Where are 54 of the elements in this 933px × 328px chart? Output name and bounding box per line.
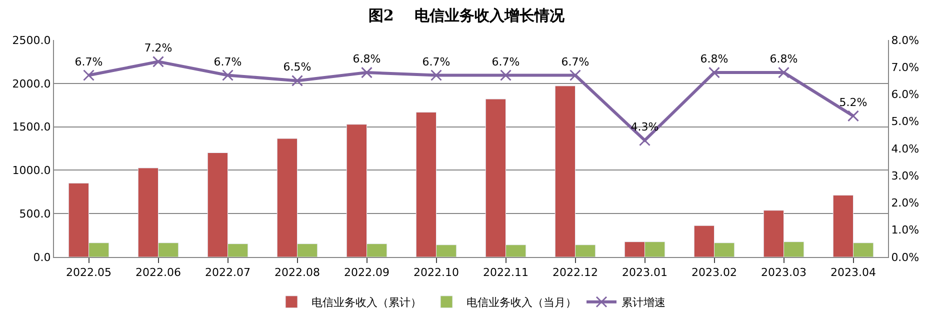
- x-tick-label: 2022.11: [483, 266, 528, 280]
- x-tick-label: 2023.03: [761, 266, 806, 280]
- point: [83, 70, 94, 82]
- y2-tick-label: 0.0%: [891, 250, 920, 264]
- y2-tick-label: 8.0%: [891, 34, 920, 47]
- x-tick-label: 2022.06: [136, 266, 181, 280]
- x-tick-label: 2022.09: [344, 266, 390, 280]
- data-label: 7.2%: [144, 42, 172, 55]
- x-tick-label: 2023.02: [692, 266, 737, 280]
- y-tick-label: 0.0: [33, 250, 51, 264]
- point: [778, 66, 790, 78]
- y2-tick-label: 3.0%: [891, 169, 920, 182]
- y-tick-label: 1000.0: [12, 164, 51, 178]
- y2-tick-label: 4.0%: [891, 142, 920, 156]
- y2-tick-label: 6.0%: [891, 88, 920, 102]
- x-tick-label: 2022.10: [414, 266, 459, 280]
- x-tick-label: 2022.05: [66, 266, 112, 280]
- x-tick-label: 2022.08: [274, 266, 320, 280]
- y2-tick-label: 2.0%: [891, 196, 920, 210]
- chart-title: 图2 电信业务收入增长情况: [368, 6, 566, 24]
- x-tick-label: 2022.07: [205, 266, 250, 280]
- point: [570, 70, 581, 82]
- point: [500, 70, 512, 82]
- point: [430, 70, 442, 82]
- x-tick-label: 2023.04: [830, 266, 876, 280]
- data-label: 6.8%: [700, 52, 728, 66]
- point: [848, 110, 859, 122]
- data-label: 4.3%: [630, 120, 659, 134]
- data-label: 6.8%: [352, 52, 381, 66]
- y2-tick-label: 7.0%: [891, 60, 920, 74]
- legend-label: 电信业务收入（当月）: [466, 296, 576, 310]
- data-label: 6.7%: [214, 55, 242, 68]
- x-tick-label: 2022.12: [552, 266, 598, 280]
- data-label: 6.7%: [561, 55, 590, 68]
- legend-label: 累计增速: [622, 296, 666, 310]
- data-label: 6.8%: [770, 52, 798, 66]
- y-tick-label: 500.0: [19, 207, 51, 220]
- data-label: 6.5%: [283, 60, 312, 74]
- data-label: 6.7%: [74, 55, 103, 68]
- legend-label: 电信业务收入（累计）: [312, 296, 422, 310]
- y-tick-label: 2500.0: [12, 34, 51, 47]
- x-tick-label: 2023.01: [622, 266, 668, 280]
- point: [292, 74, 303, 86]
- y2-tick-label: 1.0%: [891, 224, 920, 237]
- point: [152, 56, 164, 68]
- y2-tick-label: 5.0%: [891, 115, 920, 128]
- point: [708, 66, 720, 78]
- y-tick-label: 2000.0: [12, 77, 51, 90]
- y-tick-label: 1500.0: [12, 120, 51, 134]
- point: [222, 70, 234, 82]
- data-label: 6.7%: [492, 55, 520, 68]
- point: [361, 66, 372, 78]
- data-label: 6.7%: [422, 55, 450, 68]
- data-label: 5.2%: [839, 96, 868, 109]
